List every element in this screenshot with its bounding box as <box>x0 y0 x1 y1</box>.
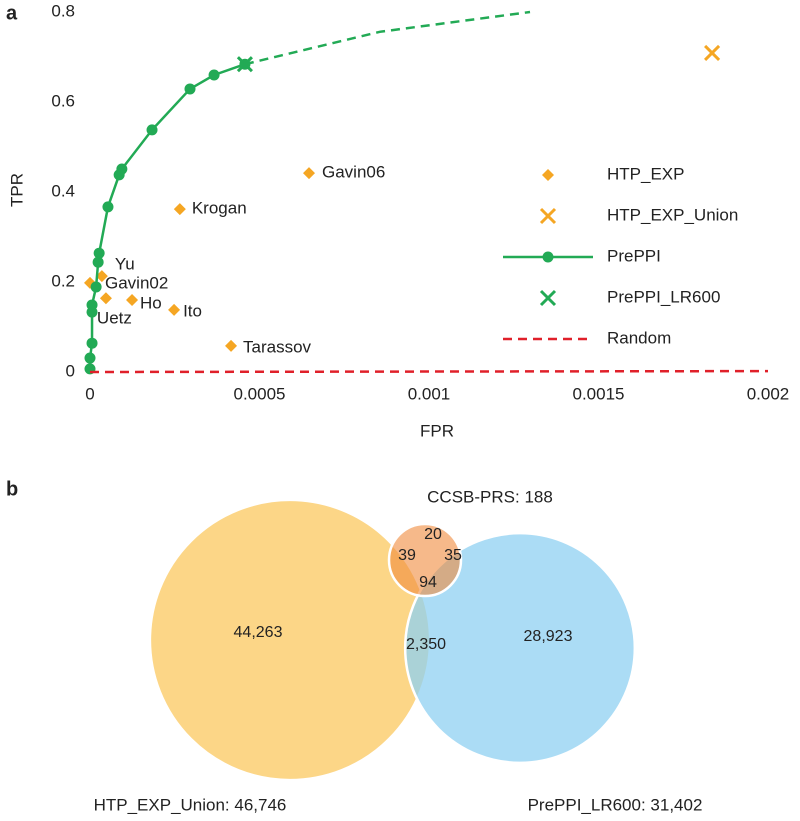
legend-label: HTP_EXP <box>607 164 684 183</box>
circle-marker <box>116 163 128 175</box>
circle-marker <box>102 201 114 213</box>
diamond-marker <box>168 303 181 316</box>
diamond-marker <box>173 203 186 216</box>
y-tick-label: 0.2 <box>51 271 75 290</box>
x-marker <box>539 207 557 225</box>
venn-region-count: 39 <box>398 547 416 564</box>
point-label: Tarassov <box>243 337 312 356</box>
venn-set <box>403 531 637 765</box>
circle-marker <box>92 256 104 268</box>
circle-marker <box>93 247 105 259</box>
point-label: Ito <box>183 301 202 320</box>
panel-label: b <box>6 478 18 500</box>
point-label: Krogan <box>192 199 247 218</box>
legend-label: Random <box>607 328 671 347</box>
legend-label: PrePPI_LR600 <box>607 287 720 306</box>
venn-region-count: 35 <box>444 547 462 564</box>
circle-marker <box>184 83 196 95</box>
venn-set-label: PrePPI_LR600: 31,402 <box>528 795 703 814</box>
x-tick-label: 0 <box>85 384 94 403</box>
legend-label: PrePPI <box>607 246 661 265</box>
point-label: Yu <box>115 255 135 274</box>
series-line <box>244 10 531 66</box>
circle-marker <box>208 69 220 81</box>
series-line <box>89 369 769 374</box>
diamond-marker <box>99 292 112 305</box>
circle-marker <box>86 299 98 311</box>
x-marker <box>539 289 557 307</box>
venn-set <box>148 498 432 782</box>
circle-marker <box>146 124 158 136</box>
x-tick-label: 0.001 <box>408 384 451 403</box>
point-label: Gavin06 <box>322 163 385 182</box>
panel-label: a <box>6 2 18 24</box>
x-tick-label: 0.0005 <box>234 384 286 403</box>
x-tick-label: 0.002 <box>747 384 790 403</box>
circle-marker <box>542 251 554 263</box>
circle-marker <box>86 337 98 349</box>
circle-marker <box>84 352 96 364</box>
venn-region-count: 2,350 <box>406 636 446 653</box>
y-axis-label: TPR <box>7 173 26 207</box>
x-tick-label: 0.0015 <box>573 384 625 403</box>
y-tick-label: 0 <box>66 361 75 380</box>
y-tick-label: 0.4 <box>51 181 75 200</box>
diamond-marker <box>126 294 139 306</box>
venn-set-label: HTP_EXP_Union: 46,746 <box>94 795 287 814</box>
venn-set-label: CCSB-PRS: 188 <box>427 487 553 506</box>
y-tick-label: 0.8 <box>51 1 75 20</box>
venn-region-count: 20 <box>424 526 442 543</box>
venn-region-count: 44,263 <box>234 624 283 641</box>
x-marker <box>704 44 721 62</box>
x-marker <box>236 56 253 73</box>
legend-label: HTP_EXP_Union <box>607 205 738 224</box>
point-label: Ho <box>140 293 162 312</box>
y-tick-label: 0.6 <box>51 91 75 110</box>
diamond-marker <box>302 167 315 180</box>
venn-region-count: 28,923 <box>524 628 573 645</box>
diamond-marker <box>542 169 554 181</box>
x-axis-label: FPR <box>420 421 454 440</box>
venn-region-count: 94 <box>419 574 437 591</box>
diamond-marker <box>225 339 238 352</box>
venn-set <box>387 522 463 598</box>
point-label: Uetz <box>97 309 132 328</box>
circle-marker <box>90 281 102 293</box>
diamond-marker <box>95 270 108 283</box>
point-label: Gavin02 <box>105 273 168 292</box>
